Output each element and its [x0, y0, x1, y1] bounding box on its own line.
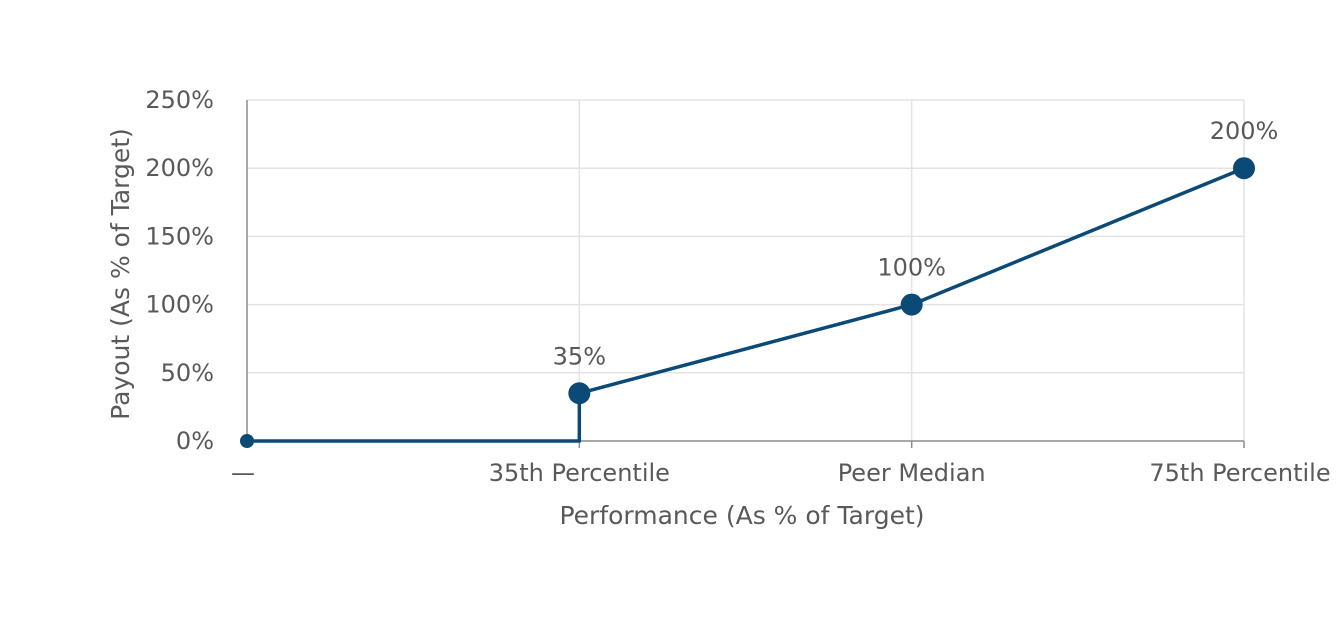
y-tick-label: 100%: [145, 291, 214, 319]
gridlines: [247, 99, 1245, 441]
data-point-label: 35%: [553, 342, 606, 370]
y-tick-label: 200%: [145, 154, 214, 182]
data-point-marker: [568, 382, 591, 405]
y-tick-label: 50%: [161, 359, 214, 387]
axes: [246, 100, 1245, 448]
y-tick-label: 0%: [176, 427, 214, 455]
y-axis-tick-labels: 0% 50% 100% 150% 200% 250%: [145, 86, 214, 455]
y-tick-label: 150%: [145, 222, 214, 250]
data-point-label: 200%: [1210, 117, 1279, 145]
data-point-marker: [240, 434, 254, 448]
data-labels: 35% 100% 200%: [553, 117, 1279, 370]
data-point-marker: [900, 293, 923, 316]
x-tick-label: 35th Percentile: [489, 459, 670, 487]
y-tick-label: 250%: [145, 86, 214, 114]
x-tick-label: 75th Percentile: [1149, 459, 1330, 487]
x-axis-title: Performance (As % of Target): [559, 501, 924, 530]
data-point-marker: [1233, 157, 1255, 180]
data-points: [240, 157, 1255, 448]
x-axis-tick-labels: — 35th Percentile Peer Median 75th Percenti…: [231, 459, 1331, 487]
data-point-label: 100%: [877, 254, 946, 282]
y-axis-title: Payout (As % of Target): [106, 128, 135, 420]
x-tick-label: Peer Median: [838, 459, 986, 487]
x-tick-label: —: [231, 459, 255, 487]
